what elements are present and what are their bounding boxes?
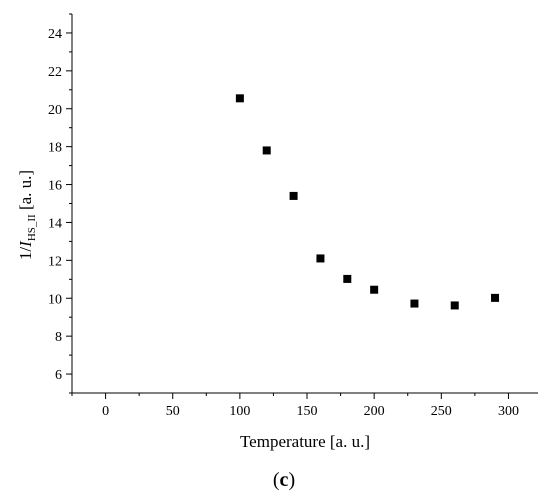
y-axis-title-subscript: HS_II	[26, 214, 38, 241]
data-points	[235, 94, 500, 310]
x-tick-label: 0	[102, 404, 109, 419]
y-tick-label: 12	[48, 254, 62, 269]
x-tick-label: 300	[498, 404, 519, 419]
data-point	[491, 293, 500, 302]
y-tick-label: 8	[55, 330, 62, 345]
panel-label-open: (	[273, 469, 280, 491]
x-tick-label: 100	[229, 404, 250, 419]
x-axis-title: Temperature [a. u.]	[240, 432, 370, 451]
y-axis-ticks: 6 8 10 12 14 16 18 20 22 24	[48, 13, 72, 394]
y-axis-title-suffix: [a. u.]	[16, 170, 35, 214]
x-tick-label: 50	[166, 404, 180, 419]
y-tick-label: 24	[48, 27, 62, 42]
panel-label-letter: c	[280, 469, 289, 491]
panel-label-close: )	[288, 469, 295, 491]
y-tick-label: 10	[48, 292, 62, 307]
y-tick-label: 18	[48, 141, 62, 156]
y-tick-label: 20	[48, 103, 62, 118]
data-point	[343, 274, 352, 283]
data-point	[370, 285, 379, 294]
y-axis-title: 1/IHS_II [a. u.]	[16, 170, 38, 260]
data-point	[410, 299, 419, 308]
panel-label: (c)	[273, 469, 295, 491]
data-point	[235, 94, 244, 103]
data-point	[262, 146, 271, 155]
y-tick-label: 6	[55, 368, 62, 383]
y-tick-label: 14	[48, 216, 62, 231]
x-axis-ticks: 0 50 100 150 200 250 300	[71, 393, 519, 419]
y-axis-title-italic: I	[16, 240, 35, 248]
data-point	[450, 301, 459, 310]
data-point	[289, 191, 298, 200]
y-tick-label: 22	[48, 65, 62, 80]
x-tick-label: 200	[364, 404, 385, 419]
x-tick-label: 150	[297, 404, 318, 419]
data-point	[316, 254, 325, 263]
x-tick-label: 250	[431, 404, 452, 419]
y-tick-label: 16	[48, 179, 62, 194]
y-axis-title-prefix: 1/	[16, 247, 35, 261]
plot-axes	[71, 14, 538, 394]
